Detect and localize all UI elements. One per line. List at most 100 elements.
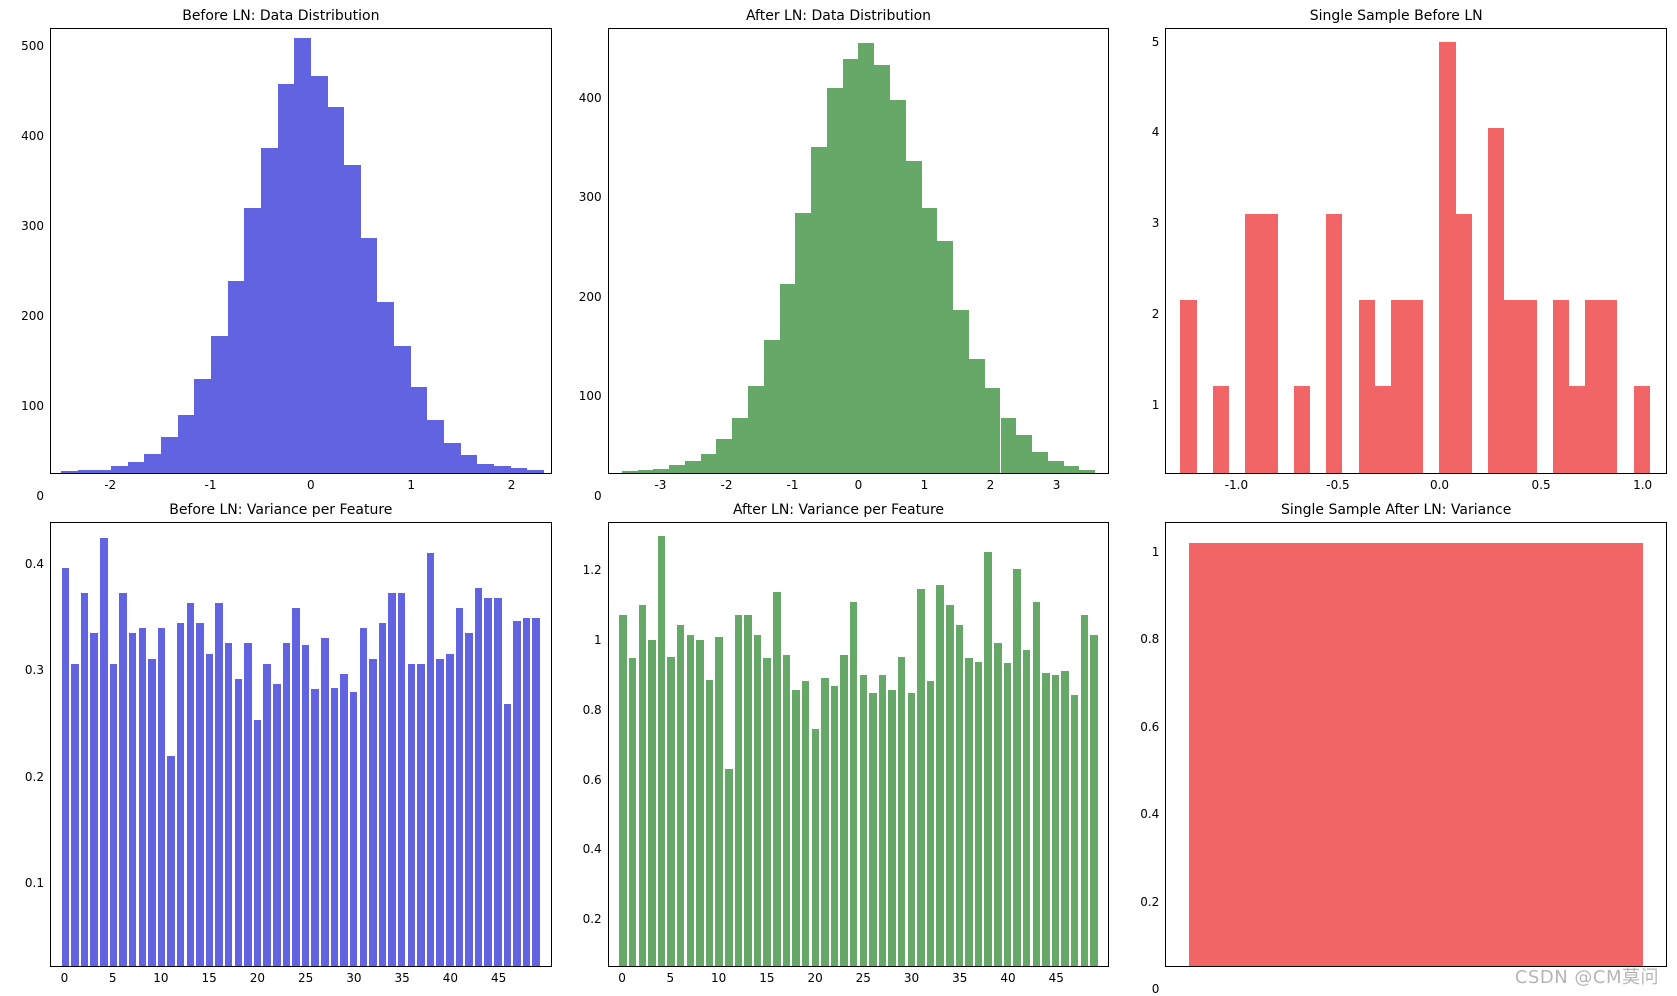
y-axis: 12345	[1125, 28, 1165, 496]
y-tick-label: 0.6	[583, 773, 602, 787]
x-axis: -3-2-10123	[608, 474, 1110, 496]
hist-bar	[294, 38, 311, 473]
y-tick-label: 1.2	[583, 563, 602, 577]
bar	[1042, 673, 1049, 966]
hist-bar	[244, 208, 261, 472]
plot-frame	[50, 522, 552, 968]
y-tick-label: 500	[21, 39, 44, 53]
bar	[465, 633, 472, 966]
hist-bar	[1634, 386, 1650, 472]
bar	[504, 704, 511, 966]
subplot-single_after_var: Single Sample After LN: Variance00.20.40…	[1125, 500, 1667, 990]
hist-bar	[780, 284, 796, 473]
bar	[321, 638, 328, 966]
hist-bar	[377, 302, 394, 473]
y-axis: 0.20.40.60.811.2	[568, 522, 608, 990]
bar	[235, 679, 242, 966]
x-axis: 051015202530354045	[50, 967, 552, 989]
bar	[840, 655, 847, 966]
subplot-var_before: Before LN: Variance per Feature0.10.20.3…	[10, 500, 552, 990]
hist-bar	[444, 443, 461, 473]
y-tick-label: 0.4	[1140, 807, 1159, 821]
bar	[244, 643, 251, 966]
bar	[100, 538, 107, 966]
bar	[735, 615, 742, 966]
hist-bar	[985, 388, 1001, 473]
bar	[754, 635, 761, 966]
hist-bar	[111, 466, 128, 473]
bar	[62, 568, 69, 966]
hist-bar	[1391, 300, 1407, 472]
hist-bar	[969, 359, 985, 472]
bar	[196, 623, 203, 966]
y-tick-label: 1	[594, 633, 602, 647]
x-tick-label: 0	[307, 478, 315, 492]
y-tick-label: 300	[579, 190, 602, 204]
y-tick-label: 5	[1152, 35, 1160, 49]
y-tick-label: 100	[21, 399, 44, 413]
x-tick-label: 1.0	[1633, 478, 1652, 492]
bar	[263, 664, 270, 966]
y-tick-label: 0	[1152, 982, 1160, 996]
bar	[311, 689, 318, 966]
x-tick-label: 35	[394, 971, 409, 985]
y-tick-label: 0.3	[25, 663, 44, 677]
bar	[1081, 615, 1088, 966]
hist-bar	[1407, 300, 1423, 472]
bar	[677, 625, 684, 966]
x-tick-label: 1	[921, 478, 929, 492]
plot-frame	[1165, 28, 1667, 474]
bar	[927, 681, 934, 966]
hist-bar	[937, 241, 953, 472]
hist-bar	[622, 471, 638, 473]
x-tick-label: 5	[667, 971, 675, 985]
bar	[446, 654, 453, 966]
x-tick-label: 2	[508, 478, 516, 492]
bar	[1033, 602, 1040, 966]
hist-bar	[827, 88, 843, 473]
bar	[965, 658, 972, 966]
bar	[1090, 635, 1097, 966]
hist-bar	[278, 84, 295, 472]
hist-bar	[427, 420, 444, 473]
x-tick-label: 0	[61, 971, 69, 985]
hist-bar	[669, 465, 685, 473]
chart-title: Before LN: Data Distribution	[10, 8, 552, 24]
hist-bar	[795, 213, 811, 472]
bar	[1013, 569, 1020, 966]
x-axis	[1165, 967, 1667, 989]
bar	[936, 585, 943, 966]
bar	[484, 598, 491, 966]
hist-bar	[1439, 42, 1455, 473]
bar	[1071, 695, 1078, 966]
hist-bar	[511, 468, 528, 472]
x-tick-label: -0.5	[1326, 478, 1349, 492]
hist-bar	[716, 439, 732, 472]
x-axis: -2-1012	[50, 474, 552, 496]
x-tick-label: 25	[298, 971, 313, 985]
hist-bar	[1326, 214, 1342, 472]
bar	[273, 684, 280, 966]
hist-bar	[78, 470, 95, 473]
hist-bar	[344, 165, 361, 472]
hist-bar	[411, 387, 428, 472]
bar	[850, 602, 857, 966]
hist-bar	[1375, 386, 1391, 472]
bar	[1189, 543, 1643, 966]
x-tick-label: 3	[1053, 478, 1061, 492]
x-tick-label: 2	[987, 478, 995, 492]
bar	[1061, 671, 1068, 966]
x-tick-label: 5	[109, 971, 117, 985]
hist-bar	[394, 346, 411, 472]
hist-bar	[1520, 300, 1536, 472]
x-tick-label: 15	[202, 971, 217, 985]
bar	[331, 688, 338, 966]
bar	[869, 693, 876, 966]
y-tick-label: 0.8	[583, 703, 602, 717]
bar	[802, 681, 809, 966]
bar	[81, 593, 88, 966]
x-tick-label: 35	[952, 971, 967, 985]
x-tick-label: -2	[720, 478, 732, 492]
hist-bar	[890, 100, 906, 473]
hist-bar	[144, 454, 161, 473]
